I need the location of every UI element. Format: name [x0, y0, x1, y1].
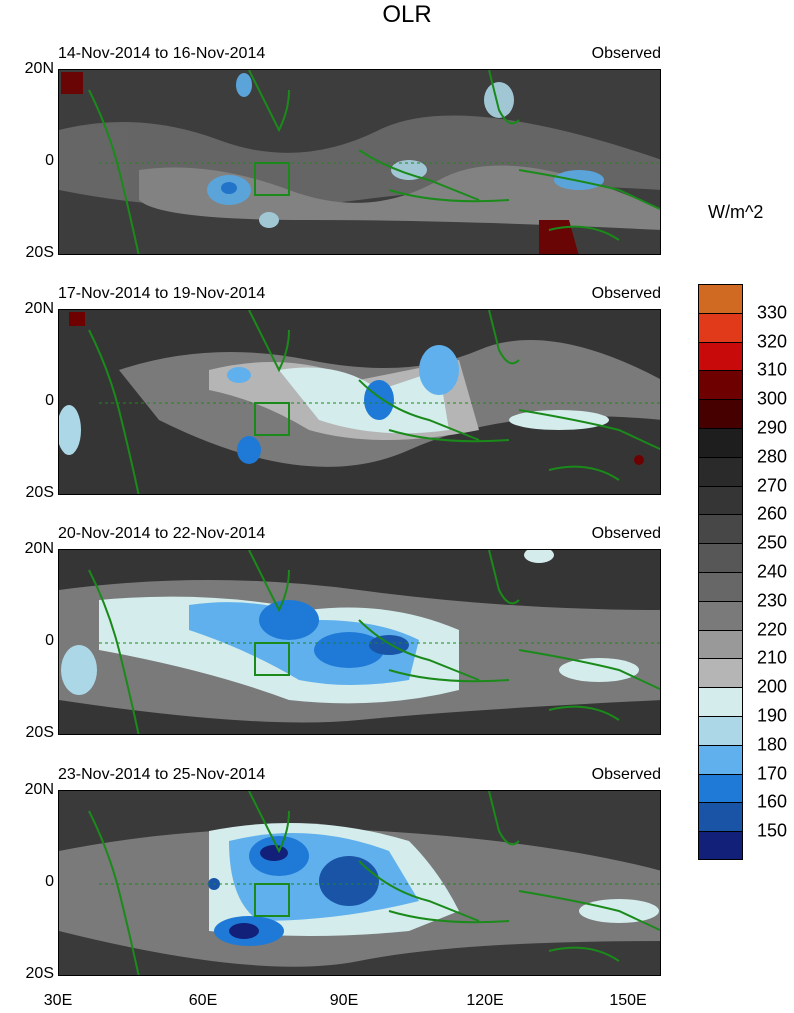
y-tick-label: 20S	[25, 965, 54, 982]
x-tick-label: 60E	[188, 992, 218, 1009]
colorbar-swatch	[698, 687, 743, 716]
colorbar-swatch	[698, 831, 743, 860]
y-tick-label: 20N	[24, 300, 54, 317]
colorbar-label: 230	[757, 590, 788, 611]
panel-date-range: 14-Nov-2014 to 16-Nov-2014	[58, 45, 266, 62]
y-tick-label: 0	[45, 152, 54, 169]
colorbar	[698, 284, 743, 860]
colorbar-label: 320	[757, 331, 788, 352]
colorbar-label: 290	[757, 417, 788, 438]
olr-map	[58, 790, 661, 976]
panel-label: Observed	[591, 45, 661, 62]
y-tick-label: 20N	[24, 540, 54, 557]
colorbar-label: 260	[757, 503, 788, 524]
y-tick-label: 20S	[25, 484, 54, 501]
colorbar-swatch	[698, 571, 743, 601]
colorbar-label: 160	[757, 791, 788, 812]
colorbar-label: 270	[757, 475, 788, 496]
colorbar-label: 280	[757, 446, 788, 467]
colorbar-swatch	[698, 802, 743, 832]
panel-date-range: 23-Nov-2014 to 25-Nov-2014	[58, 766, 266, 783]
colorbar-label: 300	[757, 388, 788, 409]
colorbar-swatch	[698, 399, 743, 428]
colorbar-label: 150	[757, 820, 788, 841]
colorbar-label: 330	[757, 302, 788, 323]
colorbar-swatch	[698, 456, 743, 486]
colorbar-swatch	[698, 600, 743, 630]
panel-label: Observed	[591, 285, 661, 302]
x-tick-label: 150E	[609, 992, 647, 1009]
panel-date-range: 20-Nov-2014 to 22-Nov-2014	[58, 525, 266, 542]
colorbar-label: 180	[757, 734, 788, 755]
colorbar-label: 190	[757, 705, 788, 726]
colorbar-swatch	[698, 658, 743, 688]
colorbar-swatch	[698, 514, 743, 544]
y-tick-label: 0	[45, 392, 54, 409]
colorbar-swatch	[698, 341, 743, 371]
x-tick-label: 90E	[329, 992, 359, 1009]
colorbar-swatch	[698, 715, 743, 745]
colorbar-label: 250	[757, 532, 788, 553]
panel-date-range: 17-Nov-2014 to 19-Nov-2014	[58, 285, 266, 302]
panel-label: Observed	[591, 766, 661, 783]
panel-label: Observed	[591, 525, 661, 542]
x-tick-label: 30E	[43, 992, 73, 1009]
y-tick-label: 0	[45, 873, 54, 890]
olr-map	[58, 549, 661, 735]
colorbar-swatch	[698, 773, 743, 803]
colorbar-label: 220	[757, 619, 788, 640]
y-tick-label: 20N	[24, 60, 54, 77]
colorbar-label: 200	[757, 676, 788, 697]
y-tick-label: 20N	[24, 781, 54, 798]
y-tick-label: 20S	[25, 724, 54, 741]
figure-title: OLR	[382, 1, 432, 28]
colorbar-label: 170	[757, 763, 788, 784]
colorbar-swatch	[698, 744, 743, 774]
colorbar-label: 210	[757, 647, 788, 668]
colorbar-label: 240	[757, 561, 788, 582]
x-tick-label: 120E	[466, 992, 504, 1009]
y-tick-label: 0	[45, 632, 54, 649]
olr-map	[58, 309, 661, 495]
colorbar-swatch	[698, 427, 743, 457]
colorbar-label: 310	[757, 359, 788, 380]
colorbar-swatch	[698, 284, 743, 313]
colorbar-swatch	[698, 485, 743, 515]
colorbar-swatch	[698, 629, 743, 659]
olr-map	[58, 69, 661, 255]
colorbar-swatch	[698, 312, 743, 342]
colorbar-swatch	[698, 370, 743, 400]
colorbar-swatch	[698, 543, 743, 572]
y-tick-label: 20S	[25, 244, 54, 261]
colorbar-units: W/m^2	[708, 202, 764, 222]
